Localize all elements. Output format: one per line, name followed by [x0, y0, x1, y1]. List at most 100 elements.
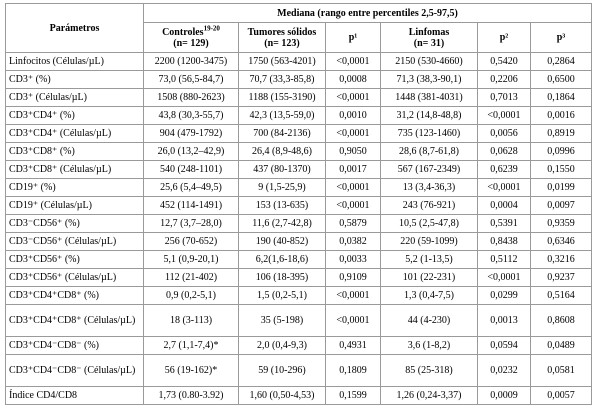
value-cell: <0,0001	[477, 178, 531, 197]
parameter-cell: CD3⁺CD4⁺ (Células/µL)	[5, 124, 144, 143]
value-cell: 153 (13-635)	[238, 196, 326, 215]
value-cell: 567 (167-2349)	[380, 160, 478, 179]
value-cell: 0,7013	[477, 88, 531, 107]
value-cell: 28,6 (8,7-61,8)	[380, 142, 478, 161]
value-cell: <0,0001	[325, 286, 381, 305]
parameter-cell: CD3⁺CD4⁺CD8⁺ (%)	[5, 286, 144, 305]
value-cell: 256 (70-652)	[143, 232, 239, 251]
value-cell: 0,9109	[325, 268, 381, 287]
value-cell: 44 (4-230)	[380, 304, 478, 337]
parameter-cell: CD3⁺ (%)	[5, 70, 144, 89]
value-cell: 0,9 (0,2-5,1)	[143, 286, 239, 305]
value-cell: 18 (3-113)	[143, 304, 239, 337]
value-cell: 0,0010	[325, 106, 381, 125]
parameter-cell: CD19⁺ (Células/µL)	[5, 196, 144, 215]
value-cell: 0,0199	[529, 178, 593, 197]
value-cell: 11,6 (2,7-42,8)	[238, 214, 326, 233]
value-cell: 0,6500	[529, 70, 593, 89]
header-text: (n= 123)	[264, 37, 300, 49]
value-cell: 0,9050	[325, 142, 381, 161]
parameter-cell: CD19⁺ (%)	[5, 178, 144, 197]
value-cell: 56 (19-162)*	[143, 354, 239, 387]
value-cell: <0,0001	[325, 178, 381, 197]
value-cell: 0,5879	[325, 214, 381, 233]
value-cell: 71,3 (38,3-90,1)	[380, 70, 478, 89]
value-cell: 0,5112	[477, 250, 531, 269]
value-cell: 0,0056	[477, 124, 531, 143]
value-cell: 3,6 (1-8,2)	[380, 336, 478, 355]
header-cell: p¹	[325, 22, 381, 53]
header-text: Linfomas	[408, 26, 450, 38]
value-cell: 2150 (530-4660)	[380, 52, 478, 71]
header-cell: Mediana (rango entre percentiles 2,5-97,…	[142, 3, 593, 23]
value-cell: 5,2 (1-13,5)	[380, 250, 478, 269]
table-row: CD3⁺CD4⁺ (%) 43,8 (30,3-55,7) 42,3 (13,5-5…	[5, 106, 593, 125]
table-row: CD3⁺CD8⁺ (%) 26,0 (13,2–42,9) 26,4 (8,9-48…	[5, 142, 593, 161]
value-cell: 1448 (381-4031)	[380, 88, 478, 107]
value-cell: <0,0001	[325, 124, 381, 143]
value-cell: 85 (25-318)	[380, 354, 478, 387]
value-cell: 0,5391	[477, 214, 531, 233]
value-cell: 0,0097	[529, 196, 593, 215]
value-cell: 452 (114-1491)	[143, 196, 239, 215]
table-row: Linfocitos (Células/µL) 2200 (1200-3475) 1…	[5, 52, 593, 71]
header-cell: Tumores sólidos (n= 123)	[238, 22, 326, 53]
value-cell: 112 (21-402)	[143, 268, 239, 287]
value-cell: 1,60 (0,50-4,53)	[238, 386, 326, 405]
value-cell: 0,1864	[529, 88, 593, 107]
header-text: Tumores sólidos	[247, 26, 317, 38]
value-cell: 101 (22-231)	[380, 268, 478, 287]
table-row: Índice CD4/CD8 1,73 (0.80-3.92) 1,60 (0,50…	[5, 386, 593, 405]
table-row: CD3⁺CD56⁺ (%) 5,1 (0,9-20,1) 6,2(1,6-18,6)…	[5, 250, 593, 269]
header-cell: Parámetros	[5, 3, 144, 53]
parameter-cell: Índice CD4/CD8	[5, 386, 144, 405]
value-cell: <0,0001	[325, 88, 381, 107]
value-cell: 0,5164	[529, 286, 593, 305]
value-cell: <0,0001	[477, 268, 531, 287]
value-cell: 0,0996	[529, 142, 593, 161]
value-cell: 2,0 (0,4-9,3)	[238, 336, 326, 355]
value-cell: 1188 (155-3190)	[238, 88, 326, 107]
value-cell: 70,7 (33,3-85,8)	[238, 70, 326, 89]
parameter-cell: CD3⁺CD4⁺ (%)	[5, 106, 144, 125]
value-cell: 0,0594	[477, 336, 531, 355]
parameter-cell: CD3⁺CD8⁺ (%)	[5, 142, 144, 161]
value-cell: 6,2(1,6-18,6)	[238, 250, 326, 269]
value-cell: 43,8 (30,3-55,7)	[143, 106, 239, 125]
value-cell: 0,0232	[477, 354, 531, 387]
value-cell: 1,5 (0,2-5,1)	[238, 286, 326, 305]
value-cell: 0,9359	[529, 214, 593, 233]
value-cell: 42,3 (13,5-59,0)	[238, 106, 326, 125]
results-table: Parámetros Mediana (rango entre percenti…	[5, 3, 593, 405]
header-cell: p³	[529, 22, 593, 53]
table-row: CD3⁺CD4⁺ (Células/µL) 904 (479-1792) 700 (…	[5, 124, 593, 143]
value-cell: 1750 (563-4201)	[238, 52, 326, 71]
value-cell: 0,9237	[529, 268, 593, 287]
value-cell: 0,0057	[529, 386, 593, 405]
value-cell: 0,8919	[529, 124, 593, 143]
value-cell: 0,0033	[325, 250, 381, 269]
value-cell: 0,1550	[529, 160, 593, 179]
table-row: CD3⁻CD56⁺ (Células/µL) 256 (70-652) 190 (4…	[5, 232, 593, 251]
table-row: CD3⁺CD4⁺CD8⁺ (Células/µL) 18 (3-113) 35 (5…	[5, 304, 593, 337]
value-cell: 0,1599	[325, 386, 381, 405]
value-cell: 106 (18-395)	[238, 268, 326, 287]
table-row: CD3⁺CD4⁻CD8⁻ (Células/µL) 56 (19-162)* 59 …	[5, 354, 593, 387]
value-cell: 0,0299	[477, 286, 531, 305]
value-cell: 10,5 (2,5-47,8)	[380, 214, 478, 233]
value-cell: 0,6239	[477, 160, 531, 179]
value-cell: 190 (40-852)	[238, 232, 326, 251]
value-cell: 0,2206	[477, 70, 531, 89]
value-cell: 735 (123-1460)	[380, 124, 478, 143]
value-cell: 0,1809	[325, 354, 381, 387]
value-cell: 31,2 (14,8-48,8)	[380, 106, 478, 125]
table-row: CD3⁺ (Células/µL) 1508 (880-2623) 1188 (15…	[5, 88, 593, 107]
value-cell: 26,4 (8,9-48,6)	[238, 142, 326, 161]
value-cell: 1508 (880-2623)	[143, 88, 239, 107]
value-cell: 1,73 (0.80-3.92)	[143, 386, 239, 405]
table-row: CD19⁺ (%) 25,6 (5,4–49,5) 9 (1,5-25,9) <0,0…	[5, 178, 593, 197]
value-cell: 9 (1,5-25,9)	[238, 178, 326, 197]
value-cell: 1,26 (0,24-3,37)	[380, 386, 478, 405]
parameter-cell: CD3⁺CD8⁺ (Células/µL)	[5, 160, 144, 179]
parameter-cell: CD3⁺CD56⁺ (Células/µL)	[5, 268, 144, 287]
